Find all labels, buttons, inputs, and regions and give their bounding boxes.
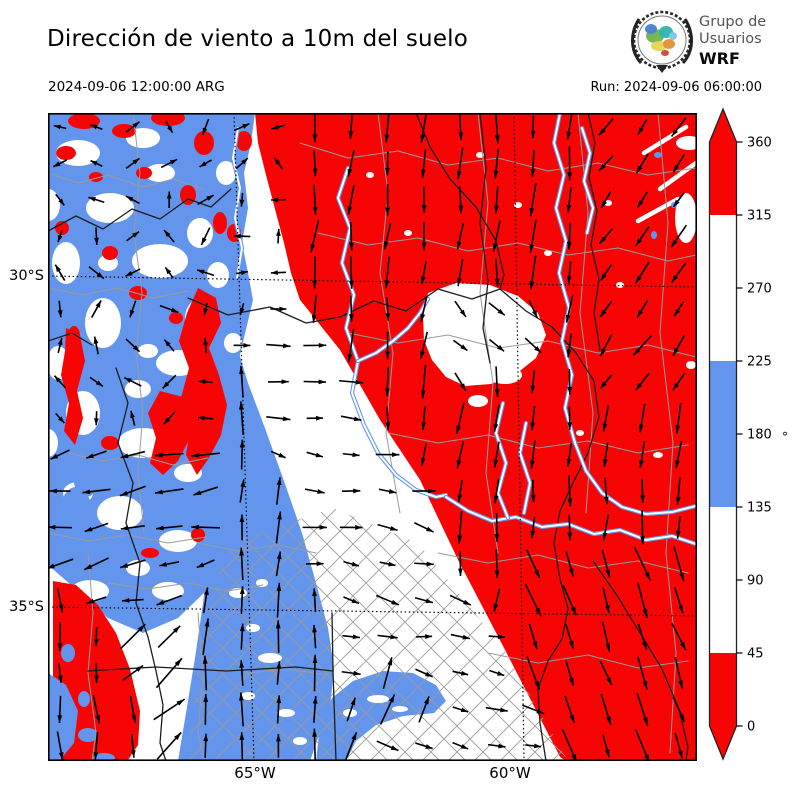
colorbar-tick-label: 270 [747, 282, 772, 297]
graticule-line [48, 275, 697, 288]
wind-direction-map [48, 113, 697, 761]
colorbar-unit-label: ° [782, 430, 788, 444]
colorbar-ticks: 360 315 270 225 180 135 90 45 0 [736, 136, 772, 735]
model-run-label: Run: 2024-09-06 06:00:00 [590, 80, 762, 95]
graticule-line [48, 606, 697, 617]
colorbar-tick-label: 180 [747, 428, 772, 443]
x-tick-label-60w: 60°W [489, 764, 531, 782]
colorbar-segment [709, 142, 737, 215]
colorbar-tick-label: 360 [747, 136, 772, 151]
map-border [48, 113, 697, 761]
valid-datetime-label: 2024-09-06 12:00:00 ARG [48, 79, 225, 95]
wind-arrows [48, 113, 688, 761]
colorbar-body [709, 109, 737, 759]
logo-text-line2: Usuarios [699, 31, 762, 47]
colorbar-tick-label: 0 [747, 720, 755, 735]
colorbar-tick-label: 315 [747, 209, 772, 224]
colorbar-segment [709, 507, 737, 653]
colorbar-tick-label: 135 [747, 501, 772, 516]
colorbar: 360 315 270 225 180 135 90 45 0 ° [708, 107, 788, 761]
page-title: Dirección de viento a 10m del suelo [47, 26, 469, 52]
colorbar-segment [709, 215, 737, 361]
map-frame [48, 113, 697, 761]
colorbar-tick-label: 225 [747, 355, 772, 370]
colorbar-tick-label: 45 [747, 647, 764, 662]
colorbar-tick-label: 90 [747, 574, 764, 589]
y-tick-label-35s: 35°S [9, 599, 44, 615]
x-tick-label-65w: 65°W [234, 764, 276, 782]
logo-text-wrf: WRF [699, 49, 740, 68]
graticule-line [233, 113, 255, 761]
logo-text-line1: Grupo de [699, 14, 767, 30]
graticule-line [513, 113, 525, 761]
colorbar-segment [709, 653, 737, 726]
y-tick-label-30s: 30°S [9, 268, 44, 284]
wrf-users-group-logo-icon [631, 10, 693, 73]
colorbar-segment [709, 361, 737, 507]
